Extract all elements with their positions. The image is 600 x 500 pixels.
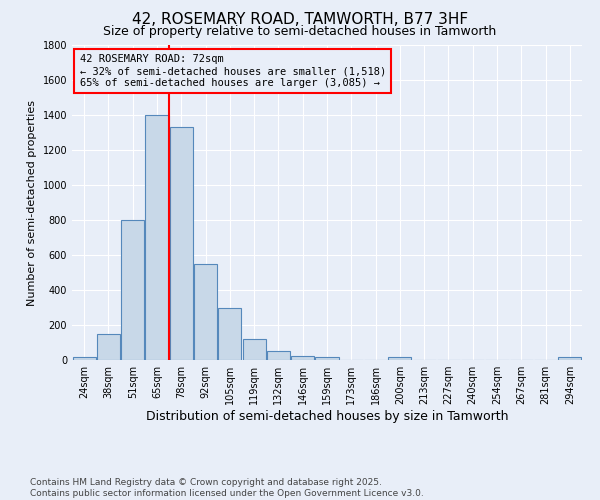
Text: Contains HM Land Registry data © Crown copyright and database right 2025.
Contai: Contains HM Land Registry data © Crown c… (30, 478, 424, 498)
Bar (242, 339, 266, 360)
Bar (97, 334, 120, 360)
Text: 42, ROSEMARY ROAD, TAMWORTH, B77 3HF: 42, ROSEMARY ROAD, TAMWORTH, B77 3HF (132, 12, 468, 28)
Bar (291, 356, 314, 360)
Text: 42 ROSEMARY ROAD: 72sqm
← 32% of semi-detached houses are smaller (1,518)
65% of: 42 ROSEMARY ROAD: 72sqm ← 32% of semi-de… (80, 54, 386, 88)
Bar (388, 358, 412, 360)
Bar (267, 351, 290, 360)
Bar (218, 308, 241, 360)
Bar (73, 356, 95, 360)
Bar (316, 356, 338, 360)
Bar (121, 220, 144, 360)
Bar (194, 264, 217, 360)
Bar (559, 358, 581, 360)
X-axis label: Distribution of semi-detached houses by size in Tamworth: Distribution of semi-detached houses by … (146, 410, 508, 423)
Text: Size of property relative to semi-detached houses in Tamworth: Size of property relative to semi-detach… (103, 25, 497, 38)
Y-axis label: Number of semi-detached properties: Number of semi-detached properties (27, 100, 37, 306)
Bar (145, 115, 169, 360)
Bar (170, 127, 193, 360)
